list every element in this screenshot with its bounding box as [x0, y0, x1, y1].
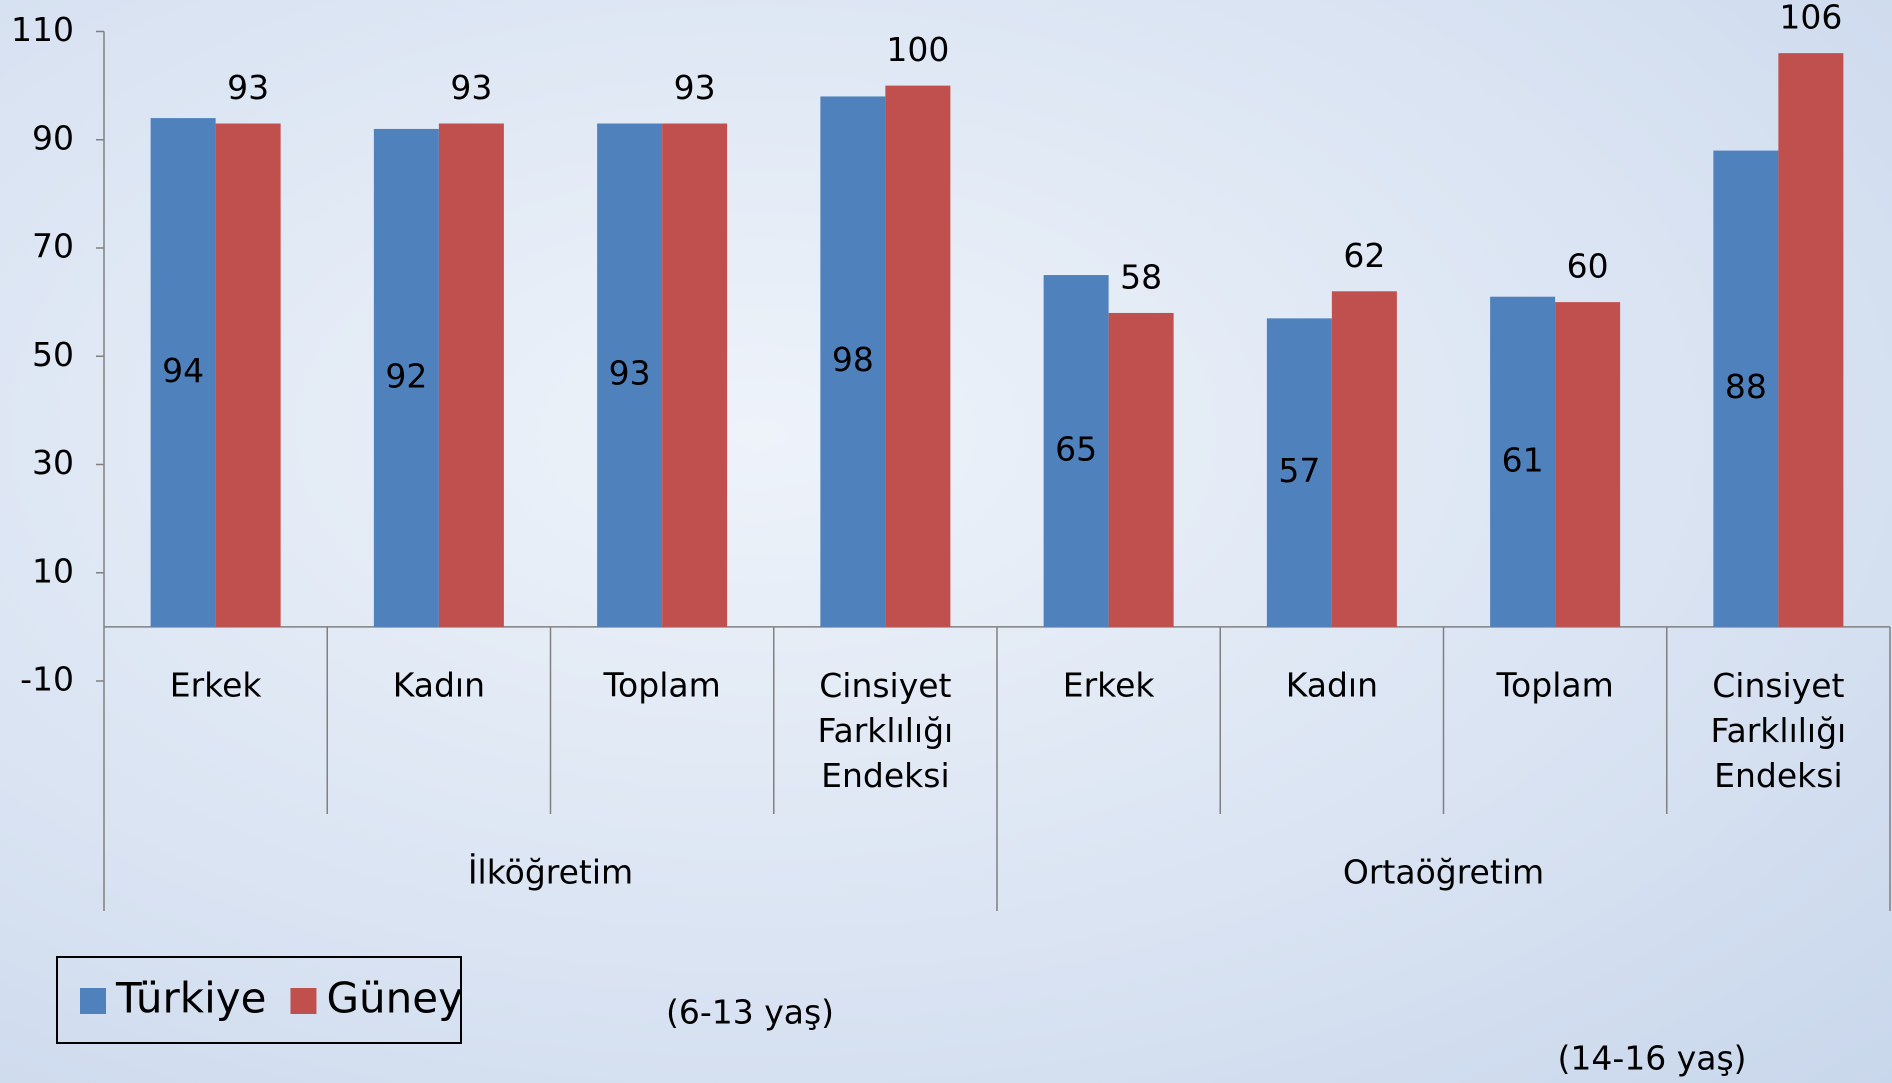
bar [662, 124, 727, 627]
bar [1109, 313, 1174, 627]
value-label: 58 [1120, 257, 1162, 296]
value-label: 93 [450, 68, 492, 107]
y-tick-label: 10 [32, 551, 74, 590]
value-label: 93 [609, 354, 651, 393]
legend-label: Türkiye [115, 974, 266, 1023]
value-label: 65 [1055, 429, 1097, 468]
value-label: 57 [1278, 451, 1320, 490]
legend-swatch [290, 988, 316, 1014]
value-label: 106 [1779, 0, 1842, 37]
bar [1555, 302, 1620, 627]
group-note: (6-13 yaş) [666, 993, 834, 1032]
bar [1332, 291, 1397, 627]
y-tick-label: -10 [20, 660, 74, 699]
value-label: 88 [1725, 367, 1767, 406]
value-label: 93 [227, 68, 269, 107]
x-tick-label: Erkek [170, 666, 263, 705]
legend-swatch [80, 988, 106, 1014]
y-tick-label: 30 [32, 443, 74, 482]
x-tick-label: Kadın [393, 666, 485, 705]
legend-label: Güney [326, 974, 462, 1023]
value-label: 60 [1567, 247, 1609, 286]
bar [216, 124, 281, 627]
bar [1778, 53, 1843, 627]
chart: -10 10 30 50 70 90 110 Erkek 94 93 Kadın 92 93 Toplam… [0, 0, 1892, 1083]
x-tick-label: Kadın [1286, 666, 1378, 705]
value-label: 98 [832, 340, 874, 379]
value-label: 93 [674, 68, 716, 107]
x-tick-label: Toplam [603, 666, 721, 705]
x-tick-label: Erkek [1063, 666, 1156, 705]
value-label: 61 [1502, 440, 1544, 479]
y-tick-label: 70 [32, 227, 74, 266]
bar [885, 86, 950, 627]
group-note: (14-16 yaş) [1557, 1039, 1746, 1078]
group-label: İlköğretim [468, 853, 633, 892]
y-tick-label: 90 [32, 118, 74, 157]
value-label: 94 [162, 351, 204, 390]
x-tick-label: Toplam [1496, 666, 1614, 705]
value-label: 100 [886, 30, 949, 69]
group-label: Ortaöğretim [1343, 853, 1544, 892]
value-label: 92 [385, 356, 427, 395]
value-label: 62 [1343, 236, 1385, 275]
y-tick-label: 110 [11, 10, 74, 49]
y-tick-label: 50 [32, 335, 74, 374]
bar [439, 124, 504, 627]
